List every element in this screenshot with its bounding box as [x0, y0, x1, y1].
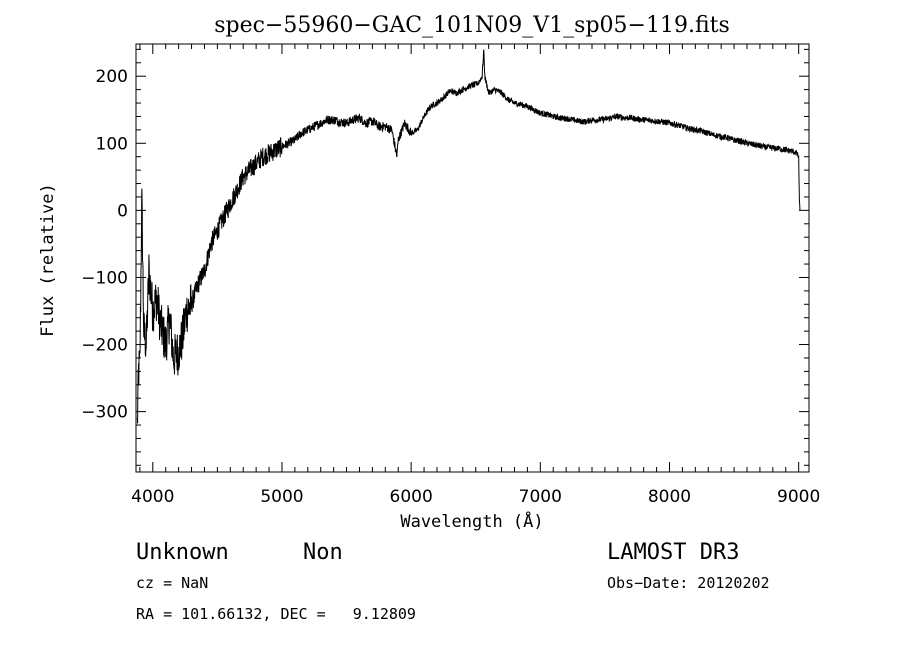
plot-frame	[135, 43, 810, 473]
y-tick-label: 0	[117, 201, 128, 221]
obs-date-label: Obs−Date: 20120202	[607, 574, 770, 592]
x-tick-label: 9000	[777, 487, 820, 507]
coords-label: RA = 101.66132, DEC = 9.12809	[136, 605, 416, 623]
y-tick-label: −100	[81, 268, 128, 288]
object-class-label: Unknown	[136, 540, 229, 565]
x-axis-label: Wavelength (Å)	[400, 510, 543, 532]
y-tick-label: 200	[96, 67, 128, 87]
axis-ticks	[136, 44, 809, 472]
y-axis-label: Flux (relative)	[38, 183, 58, 337]
x-tick-label: 6000	[390, 487, 433, 507]
x-tick-label: 7000	[519, 487, 562, 507]
x-tick-label: 8000	[648, 487, 691, 507]
x-tick-label: 5000	[260, 487, 303, 507]
chart-title: spec−55960−GAC_101N09_V1_sp05−119.fits	[214, 13, 730, 38]
flux-series-line	[136, 49, 801, 424]
y-tick-label: 100	[96, 134, 128, 154]
y-tick-label: −300	[81, 403, 128, 423]
x-tick-label: 4000	[131, 487, 174, 507]
cz-label: cz = NaN	[136, 574, 208, 592]
series-layer	[136, 49, 801, 424]
y-tick-label: −200	[81, 336, 128, 356]
axis-tick-labels: 4000 5000 6000 7000 8000 9000 −300 −200 −100 0 100…	[81, 67, 820, 507]
subclass-label: Non	[303, 540, 343, 565]
survey-label: LAMOST DR3	[607, 540, 739, 565]
